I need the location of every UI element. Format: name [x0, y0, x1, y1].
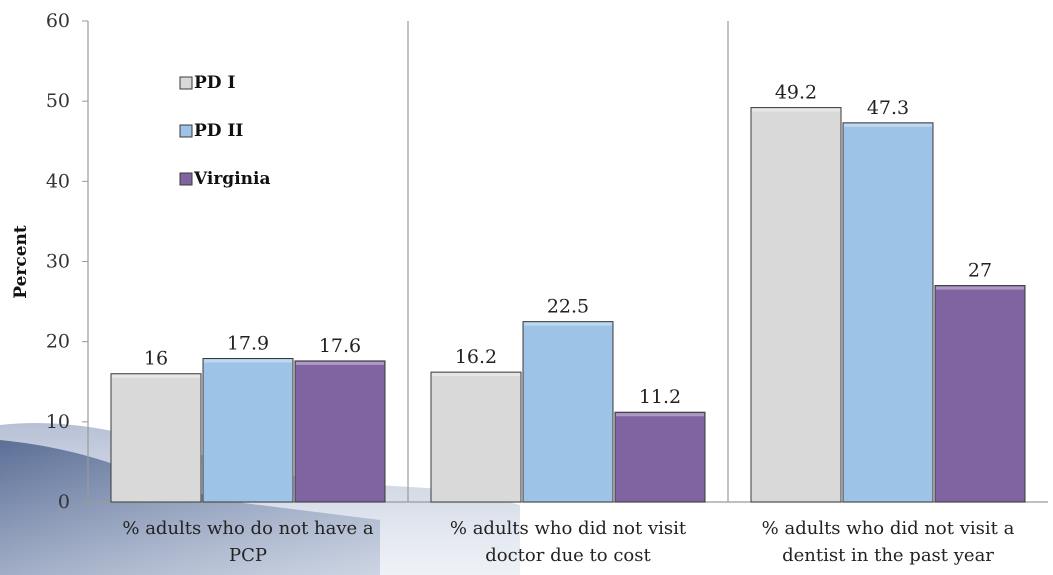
x-tick-label: % adults who did not visit	[450, 518, 687, 539]
bar	[522, 321, 614, 503]
x-tick-label: dentist in the past year	[782, 545, 994, 566]
data-label: 11.2	[639, 386, 681, 408]
bar	[202, 358, 294, 503]
bars	[110, 107, 1026, 503]
y-tick-label: 20	[46, 331, 70, 353]
bar-highlight	[752, 108, 840, 112]
y-tick-label: 10	[46, 411, 70, 433]
bar-highlight	[112, 374, 200, 378]
data-label: 16	[144, 348, 168, 370]
y-tick-label: 30	[46, 251, 70, 273]
legend-label: PD I	[194, 73, 235, 93]
bar-highlight	[204, 359, 292, 363]
legend-label: Virginia	[193, 169, 270, 189]
bar	[110, 373, 202, 503]
bar-highlight	[616, 413, 704, 417]
data-label: 16.2	[455, 346, 497, 368]
bar-highlight	[296, 361, 384, 365]
y-tick-label: 40	[46, 170, 70, 192]
bar-highlight	[936, 286, 1024, 290]
legend-swatch	[179, 172, 193, 186]
data-label: 22.5	[547, 296, 589, 318]
data-label: 17.9	[227, 333, 269, 355]
data-label: 17.6	[319, 335, 361, 357]
data-label: 47.3	[867, 97, 909, 119]
x-tick-label: doctor due to cost	[485, 545, 651, 566]
data-label: 27	[968, 260, 992, 282]
legend-label: PD II	[194, 121, 243, 141]
data-label: 49.2	[775, 82, 817, 104]
bar	[842, 122, 934, 503]
y-tick-label: 50	[46, 90, 70, 112]
x-tick-label: % adults who do not have a	[122, 518, 374, 539]
bar-highlight	[432, 373, 520, 377]
bar	[934, 285, 1026, 503]
bar-highlight	[844, 123, 932, 127]
bar-highlight	[524, 322, 612, 326]
legend-swatch	[179, 76, 193, 90]
legend: PD I PD II Virginia	[179, 73, 270, 189]
legend-swatch	[179, 124, 193, 138]
y-axis-label: Percent	[11, 225, 31, 299]
bar	[750, 107, 842, 503]
y-tick-label: 0	[58, 491, 70, 513]
y-tick-label: 60	[46, 10, 70, 32]
bar	[430, 371, 522, 503]
x-tick-label: % adults who did not visit a	[762, 518, 1015, 539]
x-tick-label: PCP	[229, 545, 267, 566]
bar	[294, 360, 386, 503]
labels: 16 17.9 17.6 % adults who do not have a PCP 1…	[122, 82, 1014, 566]
bar	[614, 411, 706, 503]
